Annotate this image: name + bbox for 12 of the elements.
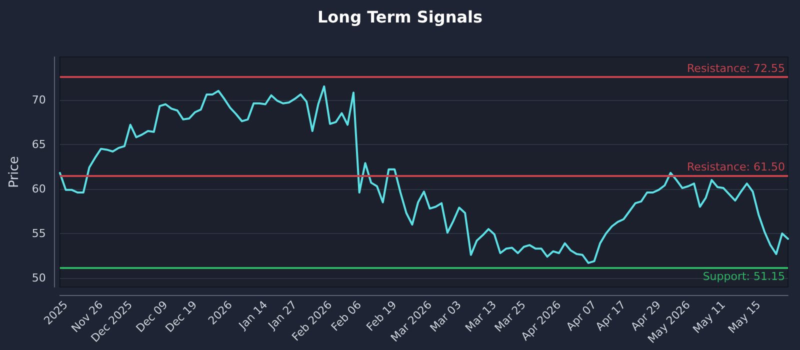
y-axis-title: Price (7, 156, 22, 188)
y-tick-label: 65 (32, 138, 46, 151)
ref-line-label: Support: 51.15 (702, 270, 785, 283)
ref-line-label: Resistance: 72.55 (687, 62, 785, 76)
y-tick-label: 60 (32, 182, 46, 196)
y-tick-label: 70 (32, 93, 46, 106)
y-tick-label: 55 (32, 227, 46, 240)
line-series (58, 85, 789, 264)
chart-title: Long Term Signals (317, 8, 483, 26)
x-tick-label: Apr 17 (593, 298, 628, 334)
ref-line-label: Resistance: 61.50 (687, 160, 785, 174)
y-tick-label: 50 (32, 272, 46, 285)
